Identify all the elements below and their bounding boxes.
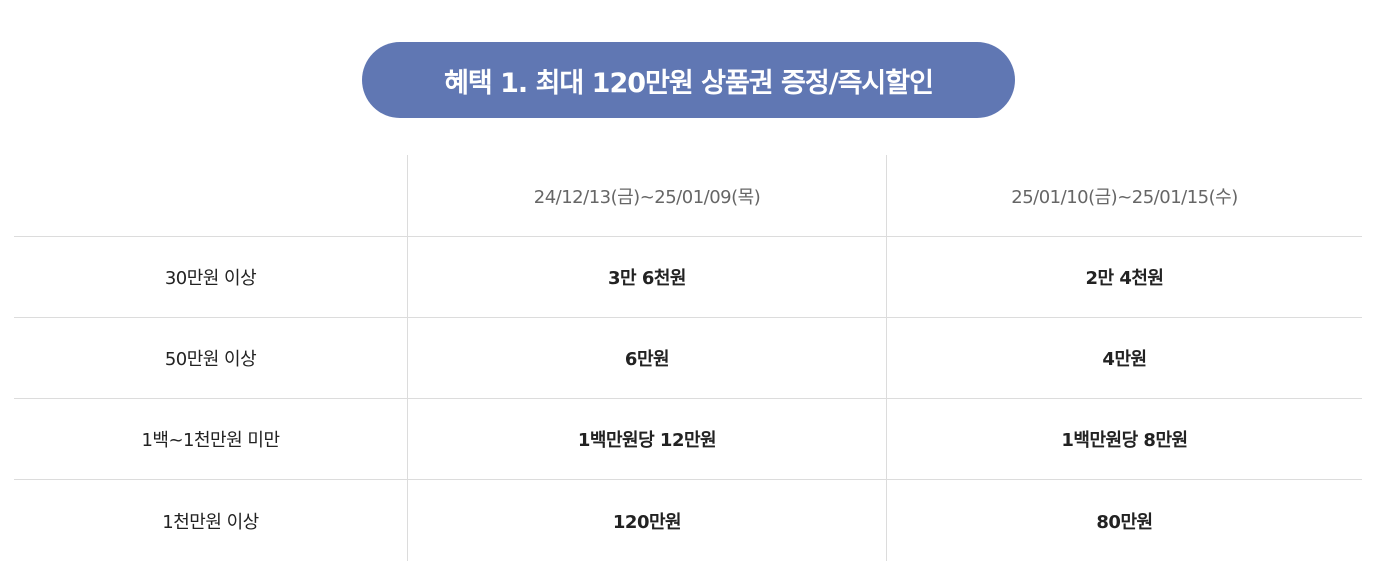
row-value-period-2: 4만원 bbox=[886, 318, 1362, 398]
row-value-period-2: 2만 4천원 bbox=[886, 237, 1362, 317]
row-condition: 1천만원 이상 bbox=[162, 511, 259, 533]
header-period-2: 25/01/10(금)~25/01/15(수) bbox=[886, 155, 1362, 236]
row-value-period-1: 6만원 bbox=[407, 318, 886, 398]
row-condition: 30만원 이상 bbox=[164, 268, 257, 289]
row-condition: 1백~1천만원 미만 bbox=[141, 430, 280, 451]
table-row: 1백~1천만원 미만 1백만원당 12만원 1백만원당 8만원 bbox=[14, 399, 1362, 480]
row-value-period-1: 120만원 bbox=[407, 480, 886, 561]
table-row: 30만원 이상 3만 6천원 2만 4천원 bbox=[14, 237, 1362, 318]
row-value-period-1: 3만 6천원 bbox=[407, 237, 886, 317]
benefit-table: 24/12/13(금)~25/01/09(목) 25/01/10(금)~25/0… bbox=[14, 155, 1362, 561]
header-empty bbox=[14, 155, 407, 236]
row-value-period-1: 1백만원당 12만원 bbox=[407, 399, 886, 479]
benefit-title-banner: 혜택 1. 최대 120만원 상품권 증정/즉시할인 bbox=[362, 42, 1015, 118]
row-value-period-2: 80만원 bbox=[886, 480, 1362, 561]
table-header-row: 24/12/13(금)~25/01/09(목) 25/01/10(금)~25/0… bbox=[14, 155, 1362, 237]
row-value-period-2: 1백만원당 8만원 bbox=[886, 399, 1362, 479]
row-condition: 50만원 이상 bbox=[164, 349, 257, 370]
table-row: 50만원 이상 6만원 4만원 bbox=[14, 318, 1362, 399]
table-row: 1천만원 이상 120만원 80만원 bbox=[14, 480, 1362, 561]
header-period-1: 24/12/13(금)~25/01/09(목) bbox=[407, 155, 886, 236]
